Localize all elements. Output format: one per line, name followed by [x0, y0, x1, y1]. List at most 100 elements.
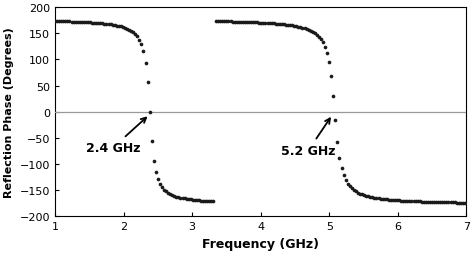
Point [445, 200, 452, 204]
Point [55, 20, 63, 24]
Point [329, 94, 337, 98]
Point [303, 28, 310, 32]
Point [217, 20, 224, 24]
Point [76, 21, 83, 25]
Point [438, 200, 446, 204]
Point [430, 200, 438, 204]
Point [377, 197, 384, 201]
Point [348, 187, 356, 191]
Point [84, 21, 92, 25]
Point [64, 20, 71, 24]
Point [131, 33, 139, 37]
Point [260, 22, 267, 26]
Point [354, 191, 362, 195]
Point [424, 200, 432, 204]
Point [168, 193, 176, 197]
Point [291, 25, 298, 29]
Point [400, 199, 407, 203]
Point [72, 21, 80, 25]
Point [166, 192, 174, 196]
Point [201, 199, 209, 203]
Point [371, 196, 378, 200]
Point [173, 195, 180, 199]
Point [243, 21, 251, 25]
Point [111, 24, 118, 28]
Point [440, 200, 448, 204]
Point [245, 21, 253, 25]
Point [387, 198, 395, 202]
Point [197, 199, 205, 203]
Point [212, 20, 220, 24]
Point [251, 21, 259, 25]
Point [443, 200, 450, 204]
Point [315, 35, 323, 39]
Point [342, 178, 349, 182]
Point [123, 27, 131, 31]
Point [94, 22, 102, 26]
Point [451, 201, 458, 205]
Point [183, 197, 191, 201]
Point [154, 178, 162, 182]
Point [156, 182, 164, 186]
Point [82, 21, 90, 25]
Point [375, 197, 383, 201]
Point [412, 199, 419, 203]
Point [97, 22, 104, 26]
Point [231, 21, 238, 25]
Point [223, 20, 230, 24]
Point [352, 190, 360, 194]
Point [92, 22, 100, 26]
Point [264, 22, 271, 26]
Point [410, 199, 417, 203]
Point [247, 21, 255, 25]
Point [254, 21, 261, 25]
Point [416, 200, 423, 204]
Point [401, 199, 409, 203]
Point [268, 22, 275, 26]
X-axis label: Frequency (GHz): Frequency (GHz) [202, 237, 319, 250]
Point [309, 30, 317, 35]
Point [346, 185, 354, 189]
Point [134, 35, 141, 39]
Point [113, 24, 120, 28]
Point [109, 24, 117, 28]
Point [187, 198, 194, 202]
Point [276, 23, 283, 27]
Point [150, 159, 157, 163]
Point [307, 29, 314, 34]
Point [99, 22, 106, 26]
Point [459, 201, 466, 205]
Point [70, 21, 77, 25]
Point [100, 23, 108, 27]
Point [171, 194, 178, 198]
Point [119, 26, 127, 30]
Point [174, 195, 182, 199]
Point [237, 21, 245, 25]
Point [282, 23, 290, 27]
Point [360, 193, 368, 197]
Point [206, 199, 213, 203]
Point [426, 200, 434, 204]
Point [88, 22, 96, 26]
Point [193, 198, 201, 202]
Point [219, 20, 226, 24]
Point [391, 198, 399, 202]
Point [338, 166, 346, 170]
Point [128, 29, 135, 34]
Point [203, 199, 211, 203]
Point [144, 81, 151, 85]
Point [437, 200, 444, 204]
Y-axis label: Reflection Phase (Degrees): Reflection Phase (Degrees) [4, 27, 14, 197]
Point [142, 62, 149, 66]
Point [241, 21, 249, 25]
Point [278, 23, 286, 27]
Point [280, 23, 288, 27]
Point [229, 20, 237, 24]
Point [340, 173, 347, 178]
Point [262, 22, 269, 26]
Point [125, 28, 133, 33]
Point [332, 119, 339, 123]
Point [414, 200, 421, 204]
Point [103, 23, 110, 27]
Point [434, 200, 442, 204]
